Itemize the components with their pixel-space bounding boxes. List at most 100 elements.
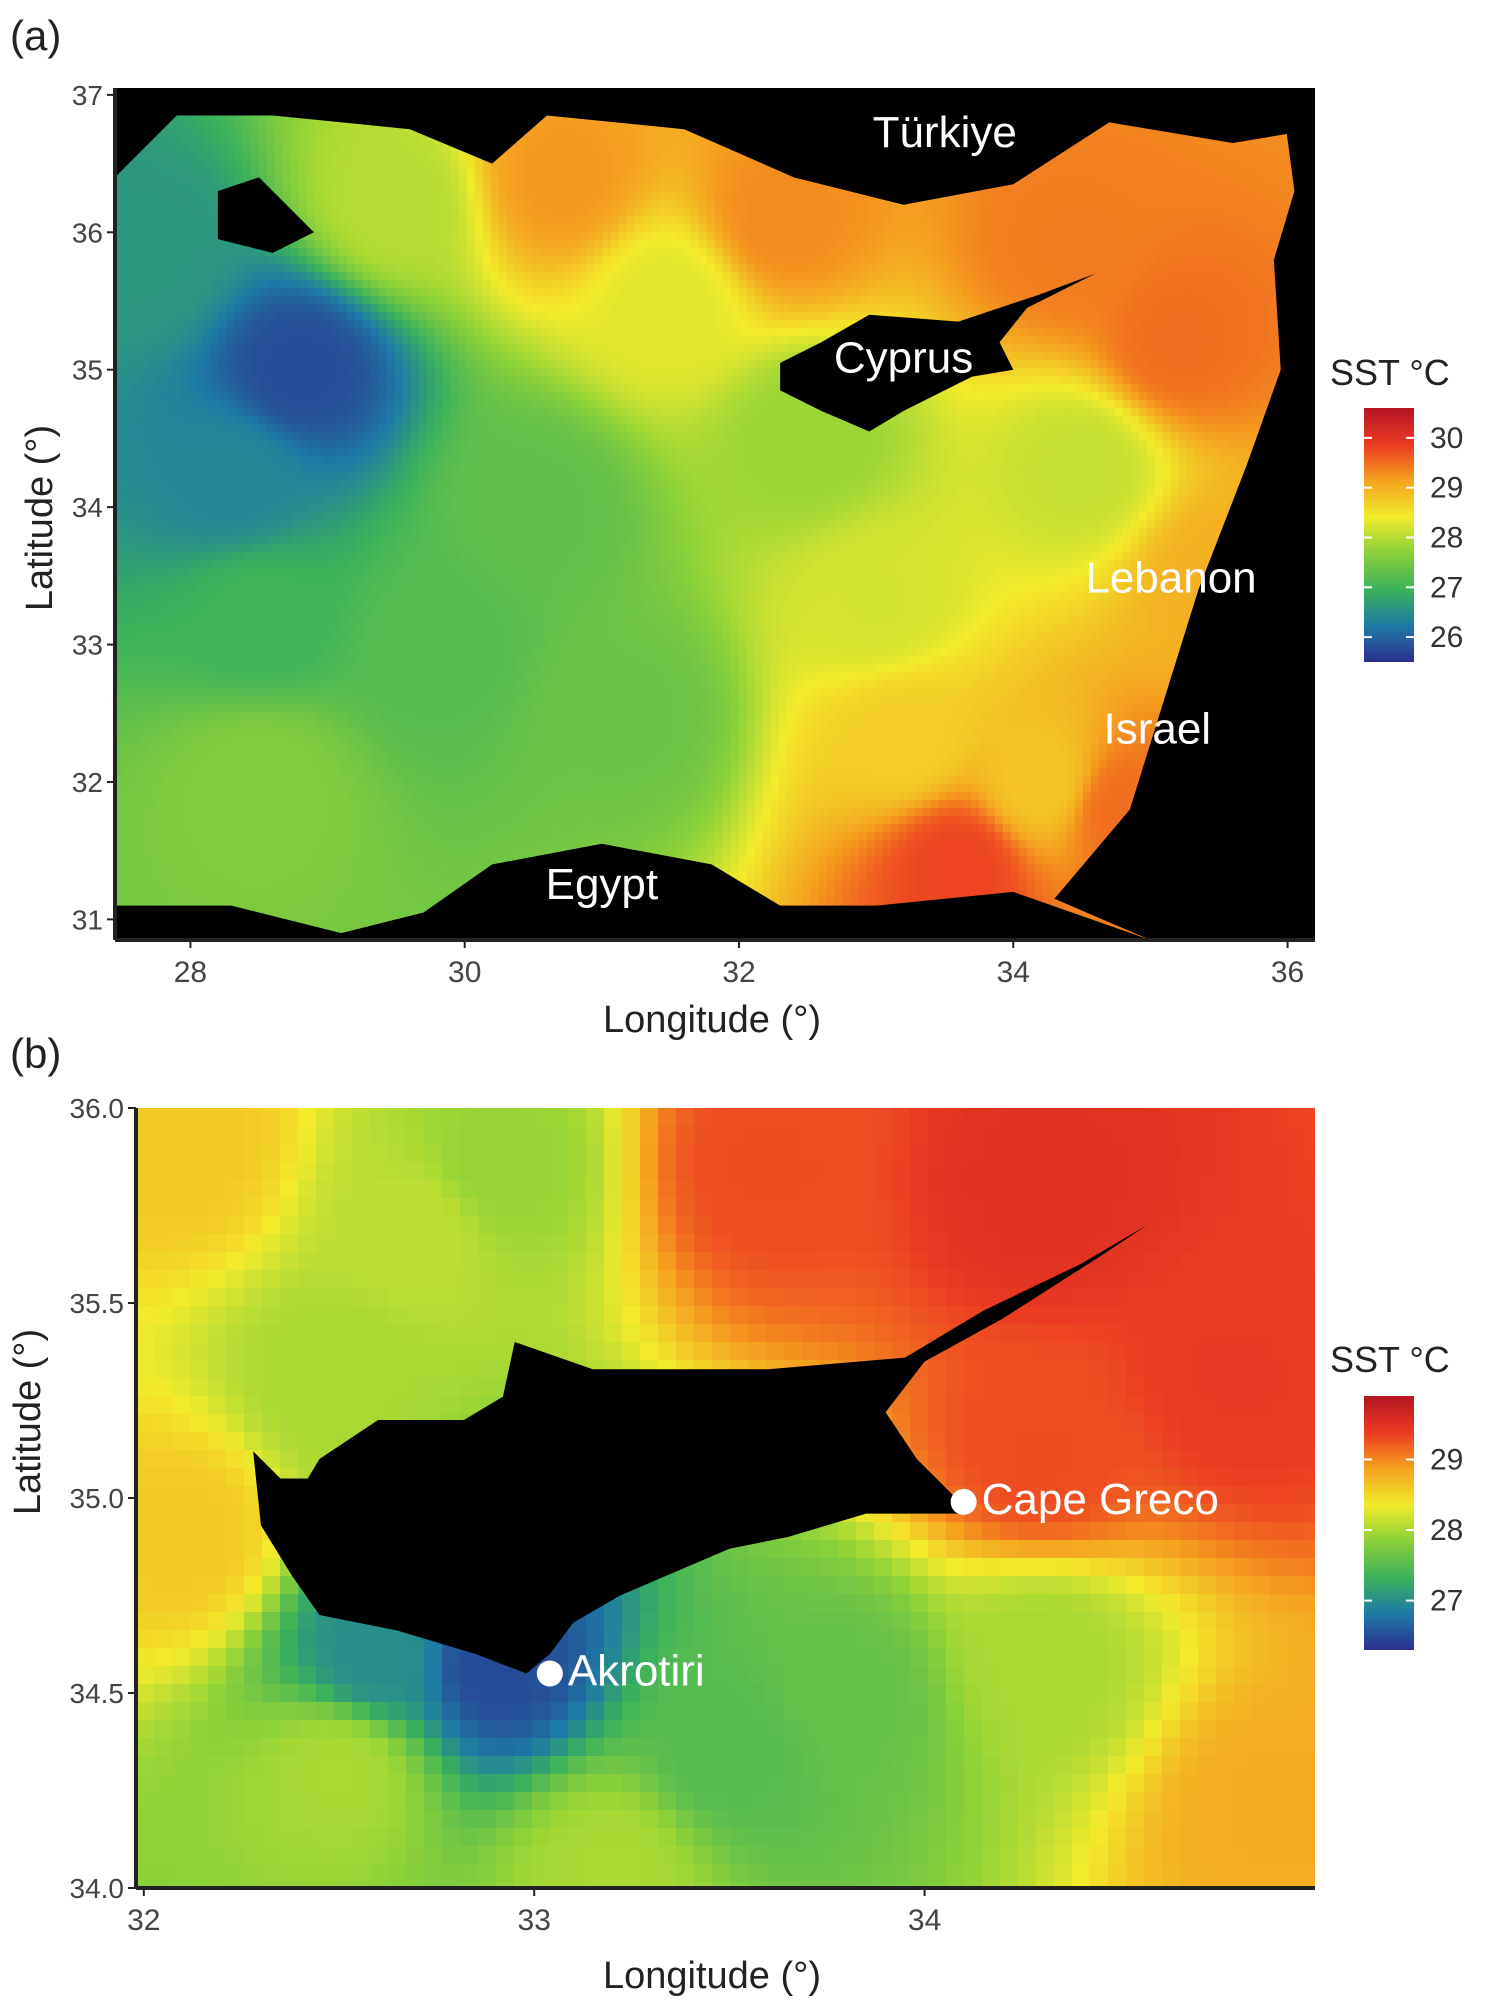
heatmap-cell	[915, 240, 924, 249]
heatmap-cell	[715, 224, 724, 233]
heatmap-cell	[1171, 216, 1180, 225]
heatmap-cell	[683, 152, 692, 161]
heatmap-cell	[947, 232, 956, 241]
heatmap-cell	[1195, 272, 1204, 281]
heatmap-cell	[1147, 136, 1156, 145]
heatmap-cell	[1027, 200, 1036, 209]
heatmap-cell	[675, 136, 684, 145]
heatmap-cell	[555, 208, 564, 217]
heatmap-cell	[827, 312, 836, 321]
heatmap-cell	[875, 272, 884, 281]
heatmap-cell	[595, 280, 604, 289]
heatmap-cell	[1227, 144, 1236, 153]
heatmap-cell	[1123, 216, 1132, 225]
heatmap-cell	[235, 136, 244, 145]
heatmap-cell	[771, 200, 780, 209]
heatmap-cell	[283, 248, 292, 257]
heatmap-cell	[283, 168, 292, 177]
heatmap-cell	[787, 224, 796, 233]
heatmap-cell	[571, 224, 580, 233]
heatmap-cell	[643, 264, 652, 273]
heatmap-cell	[635, 240, 644, 249]
heatmap-cell	[1091, 272, 1100, 281]
heatmap-cell	[363, 280, 372, 289]
heatmap-cell	[1163, 128, 1172, 137]
heatmap-cell	[371, 304, 380, 313]
heatmap-cell	[971, 232, 980, 241]
heatmap-cell	[235, 288, 244, 297]
heatmap-cell	[1227, 224, 1236, 233]
heatmap-cell	[779, 184, 788, 193]
heatmap-cell	[1179, 168, 1188, 177]
heatmap-cell	[963, 288, 972, 297]
heatmap-cell	[299, 184, 308, 193]
heatmap-cell	[987, 248, 996, 257]
heatmap-cell	[123, 272, 132, 281]
heatmap-cell	[1011, 232, 1020, 241]
heatmap-cell	[347, 248, 356, 257]
heatmap-cell	[211, 120, 220, 129]
heatmap-cell	[387, 160, 396, 169]
heatmap-cell	[579, 304, 588, 313]
heatmap-cell	[731, 224, 740, 233]
heatmap-cell	[611, 296, 620, 305]
heatmap-cell	[507, 256, 516, 265]
heatmap-cell	[635, 280, 644, 289]
heatmap-cell	[963, 208, 972, 217]
heatmap-cell	[523, 200, 532, 209]
heatmap-cell	[355, 336, 364, 345]
heatmap-cell	[155, 192, 164, 201]
heatmap-cell	[859, 208, 868, 217]
heatmap-cell	[403, 312, 412, 321]
heatmap-cell	[1011, 320, 1020, 329]
heatmap-cell	[283, 120, 292, 129]
heatmap-cell	[211, 264, 220, 273]
heatmap-cell	[139, 200, 148, 209]
heatmap-cell	[227, 136, 236, 145]
heatmap-cell	[363, 128, 372, 137]
heatmap-cell	[163, 296, 172, 305]
heatmap-cell	[1251, 136, 1260, 145]
heatmap-cell	[763, 256, 772, 265]
heatmap-cell	[947, 312, 956, 321]
heatmap-cell	[971, 224, 980, 233]
heatmap-cell	[555, 280, 564, 289]
heatmap-cell	[395, 328, 404, 337]
heatmap-cell	[459, 216, 468, 225]
heatmap-cell	[371, 280, 380, 289]
heatmap-cell	[803, 208, 812, 217]
heatmap-cell	[251, 248, 260, 257]
heatmap-cell	[403, 248, 412, 257]
heatmap-cell	[1051, 256, 1060, 265]
heatmap-cell	[907, 208, 916, 217]
heatmap-cell	[803, 304, 812, 313]
heatmap-cell	[635, 136, 644, 145]
heatmap-cell	[1131, 136, 1140, 145]
heatmap-cell	[1091, 168, 1100, 177]
heatmap-cell	[827, 216, 836, 225]
heatmap-cell	[1259, 336, 1268, 345]
heatmap-cell	[131, 160, 140, 169]
heatmap-cell	[443, 272, 452, 281]
heatmap-cell	[987, 304, 996, 313]
heatmap-cell	[691, 248, 700, 257]
heatmap-cell	[315, 208, 324, 217]
heatmap-cell	[171, 192, 180, 201]
heatmap-cell	[187, 232, 196, 241]
heatmap-cell	[907, 256, 916, 265]
heatmap-cell	[539, 152, 548, 161]
heatmap-cell	[603, 152, 612, 161]
heatmap-cell	[595, 120, 604, 129]
heatmap-cell	[739, 256, 748, 265]
heatmap-cell	[1091, 192, 1100, 201]
heatmap-cell	[1251, 224, 1260, 233]
heatmap-cell	[731, 256, 740, 265]
heatmap-cell	[1179, 296, 1188, 305]
heatmap-cell	[307, 264, 316, 273]
heatmap-cell	[323, 296, 332, 305]
heatmap-cell	[739, 176, 748, 185]
heatmap-cell	[915, 248, 924, 257]
heatmap-cell	[1107, 160, 1116, 169]
heatmap-cell	[491, 264, 500, 273]
heatmap-cell	[363, 216, 372, 225]
